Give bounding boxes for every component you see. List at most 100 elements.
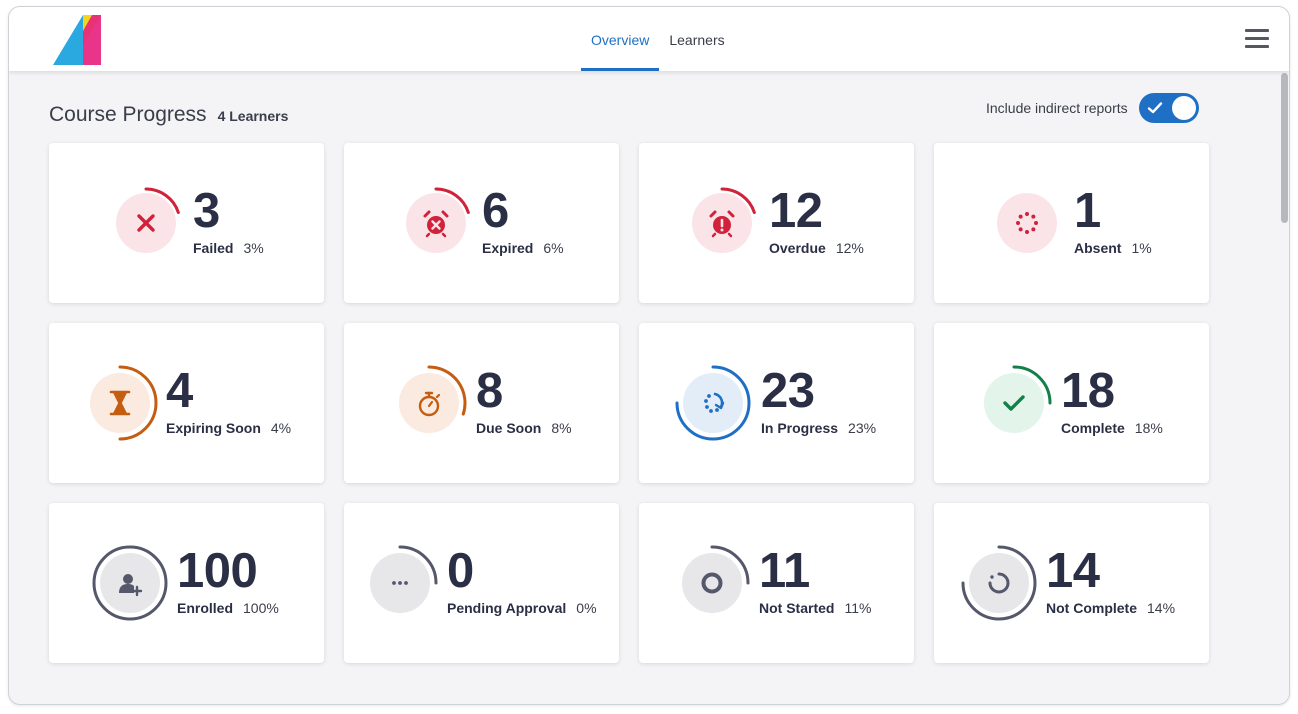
complete-percent: 18% — [1134, 420, 1163, 436]
user-add-icon — [119, 574, 143, 597]
app-window: Overview Learners Course Progress 4 Lear… — [8, 6, 1290, 705]
pending-approval-percent: 0% — [576, 600, 597, 616]
stopwatch-icon — [418, 391, 441, 417]
brand-logo — [53, 15, 101, 65]
progress-arrow-icon — [704, 392, 725, 413]
expiring-soon-progress-ring — [90, 365, 158, 441]
failed-progress-ring — [116, 187, 180, 253]
not-complete-percent: 14% — [1147, 600, 1176, 616]
x-icon — [137, 214, 155, 232]
ellipsis-icon — [392, 581, 408, 585]
failed-label: Failed — [193, 240, 234, 256]
absent-percent: 1% — [1131, 240, 1152, 256]
pending-approval-label: Pending Approval — [447, 600, 567, 616]
tab-bar: Overview Learners — [581, 7, 735, 71]
due-soon-count: 8 — [476, 364, 503, 418]
due-soon-percent: 8% — [551, 420, 572, 436]
overdue-count: 12 — [769, 184, 823, 238]
absent-progress-ring — [997, 193, 1057, 253]
indirect-reports-toggle-group: Include indirect reports — [986, 93, 1199, 123]
stat-card-pending-approval[interactable]: 0 Pending Approval 0% — [344, 503, 619, 663]
vertical-scrollbar[interactable] — [1279, 71, 1289, 704]
expiring-soon-label-row: Expiring Soon 4% — [166, 420, 291, 436]
indirect-reports-toggle[interactable] — [1138, 93, 1199, 123]
expired-label-row: Expired 6% — [482, 240, 564, 256]
not-started-count: 11 — [759, 544, 810, 598]
not-started-percent: 11% — [844, 600, 872, 616]
not-started-label-row: Not Started 11% — [759, 600, 871, 616]
in-progress-percent: 23% — [848, 420, 877, 436]
stat-card-not-started[interactable]: 11 Not Started 11% — [639, 503, 914, 663]
stat-card-expiring-soon[interactable]: 4 Expiring Soon 4% — [49, 323, 324, 483]
hamburger-menu-icon[interactable] — [1245, 29, 1269, 49]
enrolled-count: 100 — [177, 544, 258, 598]
due-soon-label-row: Due Soon 8% — [476, 420, 572, 436]
toggle-knob — [1171, 96, 1196, 120]
enrolled-percent: 100% — [243, 600, 279, 616]
toggle-label: Include indirect reports — [986, 100, 1128, 116]
hollow-circle-icon — [701, 572, 723, 594]
expired-percent: 6% — [543, 240, 564, 256]
expiring-soon-count: 4 — [166, 364, 193, 418]
not-started-label: Not Started — [759, 600, 835, 616]
complete-progress-ring — [984, 365, 1052, 433]
in-progress-progress-ring — [675, 365, 751, 441]
overdue-label: Overdue — [769, 240, 826, 256]
partial-circle-icon — [988, 572, 1010, 594]
not-complete-progress-ring — [961, 545, 1037, 621]
stat-card-due-soon[interactable]: 8 Due Soon 8% — [344, 323, 619, 483]
page-title: Course Progress — [49, 103, 207, 126]
stat-card-in-progress[interactable]: 23 In Progress 23% — [639, 323, 914, 483]
in-progress-label-row: In Progress 23% — [761, 420, 876, 436]
overdue-label-row: Overdue 12% — [769, 240, 864, 256]
pending-approval-progress-ring — [370, 545, 438, 613]
tab-overview[interactable]: Overview — [581, 7, 660, 71]
scrollbar-thumb[interactable] — [1281, 73, 1288, 223]
expired-count: 6 — [482, 184, 509, 238]
page-heading: Course Progress 4 Learners — [49, 103, 288, 127]
failed-count: 3 — [193, 184, 220, 238]
stat-card-absent[interactable]: 1 Absent 1% — [934, 143, 1209, 303]
absent-count: 1 — [1074, 184, 1101, 238]
absent-label: Absent — [1074, 240, 1122, 256]
enrolled-progress-ring — [92, 545, 168, 621]
in-progress-count: 23 — [761, 364, 815, 418]
check-icon — [1003, 395, 1025, 411]
expiring-soon-percent: 4% — [270, 420, 292, 436]
enrolled-label-row: Enrolled 100% — [177, 600, 279, 616]
overdue-percent: 12% — [835, 240, 864, 256]
learner-count: 4 Learners — [217, 108, 289, 124]
tab-learners[interactable]: Learners — [669, 32, 725, 48]
expiring-soon-label: Expiring Soon — [166, 420, 261, 436]
stat-card-enrolled[interactable]: 100 Enrolled 100% — [49, 503, 324, 663]
complete-count: 18 — [1061, 364, 1115, 418]
absent-label-row: Absent 1% — [1074, 240, 1152, 256]
stat-card-failed[interactable]: 3 Failed 3% — [49, 143, 324, 303]
expired-progress-ring — [406, 187, 470, 253]
pending-approval-count: 0 — [447, 544, 474, 598]
check-icon — [1147, 102, 1162, 114]
not-complete-count: 14 — [1046, 544, 1100, 598]
enrolled-label: Enrolled — [177, 600, 234, 616]
alarm-clock-x-icon — [423, 210, 449, 238]
not-complete-label: Not Complete — [1046, 600, 1137, 616]
main-content: Course Progress 4 Learners Include indir… — [9, 71, 1279, 704]
due-soon-label: Due Soon — [476, 420, 542, 436]
complete-label-row: Complete 18% — [1061, 420, 1163, 436]
in-progress-label: In Progress — [761, 420, 839, 436]
stat-card-overdue[interactable]: 12 Overdue 12% — [639, 143, 914, 303]
stat-card-complete[interactable]: 18 Complete 18% — [934, 323, 1209, 483]
stat-card-not-complete[interactable]: 14 Not Complete 14% — [934, 503, 1209, 663]
failed-percent: 3% — [243, 240, 264, 256]
overdue-progress-ring — [692, 187, 756, 253]
not-complete-label-row: Not Complete 14% — [1046, 600, 1175, 616]
stat-card-expired[interactable]: 6 Expired 6% — [344, 143, 619, 303]
expired-label: Expired — [482, 240, 534, 256]
complete-label: Complete — [1061, 420, 1125, 436]
top-navigation-bar: Overview Learners — [9, 7, 1289, 71]
due-soon-progress-ring — [399, 365, 467, 433]
failed-label-row: Failed 3% — [193, 240, 264, 256]
not-started-progress-ring — [682, 545, 750, 613]
alarm-clock-exclamation-icon — [709, 210, 735, 238]
pending-approval-label-row: Pending Approval 0% — [447, 600, 597, 616]
